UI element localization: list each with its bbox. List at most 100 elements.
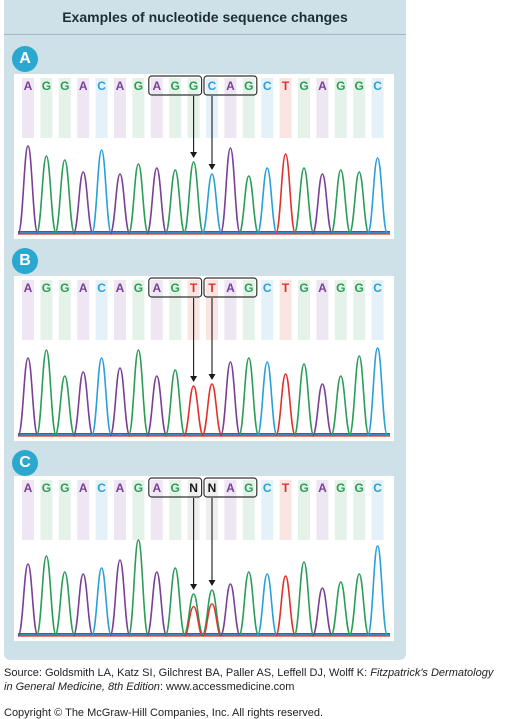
- arrow-head: [190, 584, 198, 590]
- base-column-shade: [40, 480, 53, 540]
- base-column-shade: [58, 280, 71, 340]
- chromatogram-peak: [311, 383, 334, 437]
- base-call-letter: G: [60, 481, 69, 495]
- base-column-shade: [279, 78, 292, 138]
- base-column-shade: [95, 280, 108, 340]
- base-call-letter: A: [116, 79, 125, 93]
- chromatogram-peak: [54, 159, 76, 235]
- arrow-head: [208, 164, 216, 170]
- codon-box: [203, 277, 258, 298]
- base-column-shade: [58, 480, 71, 540]
- base-column-shade: [224, 480, 237, 540]
- chromatogram-peak: [72, 371, 94, 437]
- base-call-letter: G: [134, 79, 143, 93]
- base-call-letter: A: [152, 79, 161, 93]
- chromatogram-peak: [330, 375, 352, 437]
- base-call-letter: A: [318, 281, 327, 295]
- chromatogram-peak: [348, 573, 370, 637]
- panel-badge-b: B: [12, 248, 38, 274]
- arrow-head: [208, 580, 216, 586]
- chromatogram-peak: [35, 349, 58, 437]
- base-column-shade: [114, 480, 126, 540]
- title-bar: Examples of nucleotide sequence changes: [4, 0, 406, 35]
- base-call-letter: T: [282, 481, 290, 495]
- figure-title: Examples of nucleotide sequence changes: [62, 9, 348, 25]
- base-call-letter: G: [355, 79, 364, 93]
- chromatogram-peak: [17, 145, 39, 235]
- chromatogram-peak: [201, 383, 223, 437]
- base-column-shade: [298, 280, 310, 340]
- chromatogram-peak: [127, 163, 150, 235]
- base-column-shade: [224, 78, 237, 138]
- base-column-shade: [334, 280, 347, 340]
- base-call-letter: C: [97, 481, 106, 495]
- codon-box: [148, 477, 203, 498]
- base-call-letter: T: [282, 79, 290, 93]
- base-call-letter: G: [299, 481, 308, 495]
- chromatogram-peak: [256, 361, 278, 437]
- base-call-letter: A: [24, 281, 33, 295]
- chromatogram-peak: [256, 573, 278, 637]
- base-column-shade: [279, 280, 292, 340]
- chromatogram-peak: [274, 373, 297, 437]
- base-column-shade: [150, 480, 163, 540]
- arrow-head: [190, 376, 198, 382]
- base-call-letter: G: [336, 281, 345, 295]
- chromatogram-peak: [164, 369, 186, 437]
- base-call-letter: G: [171, 481, 180, 495]
- base-column-shade: [279, 480, 292, 540]
- source-book-title: Fitzpatrick's Dermatology in General Med…: [4, 667, 494, 693]
- base-call-letter: C: [97, 79, 106, 93]
- base-call-letter: G: [244, 79, 253, 93]
- base-column-shade: [371, 280, 384, 340]
- base-call-letter: T: [190, 281, 198, 295]
- base-call-letter: G: [189, 79, 198, 93]
- figure-panel: Examples of nucleotide sequence changes …: [4, 0, 406, 660]
- panel-badge-c: C: [12, 450, 38, 476]
- chromatogram-peak: [109, 367, 131, 437]
- base-call-letter: G: [134, 281, 143, 295]
- base-call-letter: C: [373, 481, 382, 495]
- base-call-letter: G: [42, 281, 51, 295]
- base-call-letter: G: [171, 281, 180, 295]
- codon-box: [148, 277, 203, 298]
- base-call-letter: A: [152, 481, 161, 495]
- base-column-shade: [371, 78, 384, 138]
- base-column-shade: [114, 280, 126, 340]
- base-call-letter: G: [42, 79, 51, 93]
- chromatogram-peak: [219, 147, 242, 235]
- chromatogram-peak: [238, 357, 260, 437]
- base-call-letter: G: [336, 79, 345, 93]
- base-column-shade: [95, 480, 108, 540]
- chromatogram-peak: [164, 169, 186, 235]
- base-column-shade: [22, 480, 34, 540]
- base-column-shade: [169, 280, 182, 340]
- codon-box: [203, 477, 258, 498]
- base-column-shade: [77, 78, 90, 138]
- codon-box: [203, 75, 258, 96]
- copyright-notice: Copyright © The McGraw-Hill Companies, I…: [4, 707, 324, 719]
- base-column-shade: [316, 280, 329, 340]
- base-call-letter: C: [97, 281, 106, 295]
- source-citation: Source: Goldsmith LA, Katz SI, Gilchrest…: [4, 666, 504, 694]
- base-column-shade: [150, 280, 163, 340]
- chromatogram-peak: [366, 347, 389, 437]
- chromatogram-peak: [72, 573, 94, 637]
- base-call-letter: A: [79, 281, 88, 295]
- base-column-shade: [114, 78, 126, 138]
- base-call-letter: A: [318, 79, 327, 93]
- base-column-shade: [316, 78, 329, 138]
- base-call-letter: G: [355, 281, 364, 295]
- base-column-shade: [261, 280, 274, 340]
- base-call-letter: C: [263, 281, 272, 295]
- base-call-letter: A: [79, 79, 88, 93]
- base-call-letter: G: [244, 481, 253, 495]
- base-column-shade: [316, 480, 329, 540]
- base-column-shade: [371, 480, 384, 540]
- chromatogram-peak: [164, 567, 186, 637]
- chromatogram-peak: [201, 173, 223, 235]
